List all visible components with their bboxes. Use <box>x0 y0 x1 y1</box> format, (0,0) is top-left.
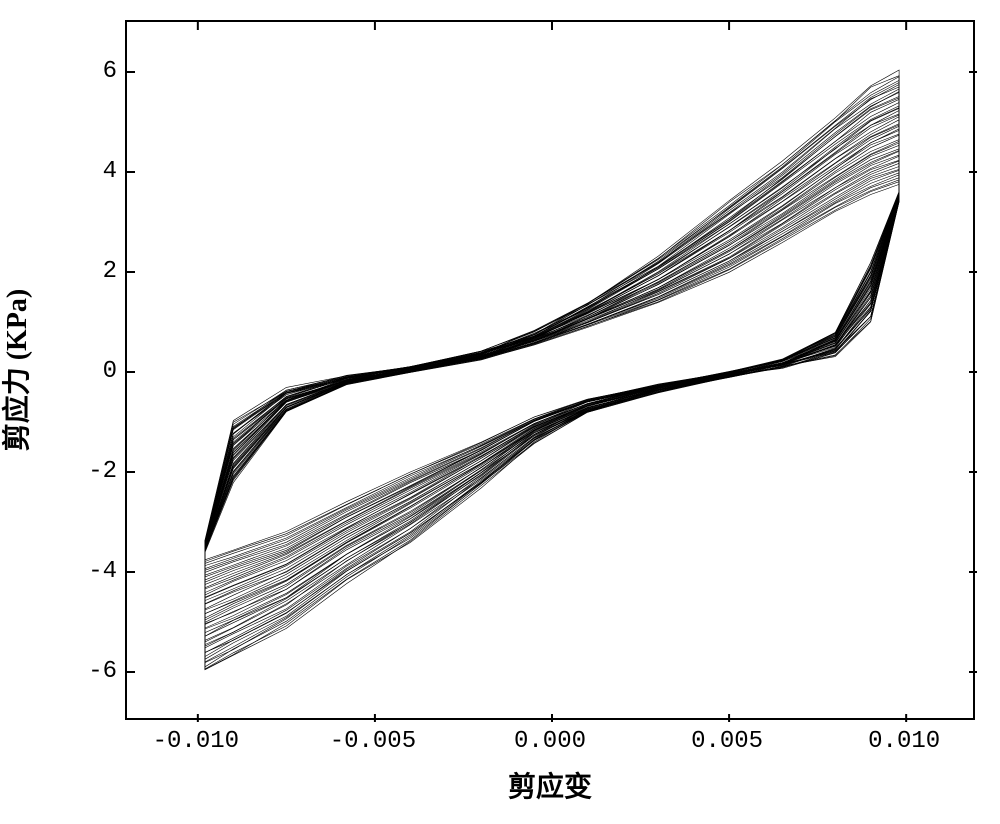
hysteresis-loop <box>205 111 899 633</box>
chart-container: 剪应力 (KPa) 剪应变 剪应变：1×10-2 -6-4-20246-0.01… <box>0 0 1000 824</box>
y-tick-label: 0 <box>103 358 117 385</box>
hysteresis-loop <box>205 114 899 629</box>
hysteresis-loop <box>205 163 899 580</box>
hysteresis-loop <box>205 184 899 559</box>
plot-area <box>125 20 975 720</box>
y-tick-label: -4 <box>88 558 117 585</box>
hysteresis-loop <box>205 97 899 648</box>
y-tick-label: 4 <box>103 158 117 185</box>
hysteresis-loop <box>205 103 899 643</box>
x-tick-label: 0.000 <box>514 728 586 755</box>
hysteresis-loop <box>205 173 899 571</box>
hysteresis-loop <box>205 70 899 670</box>
hysteresis-loop <box>205 182 899 562</box>
hysteresis-loop <box>205 92 899 652</box>
x-axis-label: 剪应变 <box>508 765 592 805</box>
hysteresis-loop <box>205 85 899 663</box>
hysteresis-loop <box>205 169 899 575</box>
hysteresis-loop <box>205 170 899 572</box>
y-tick-label: -6 <box>88 658 117 685</box>
hysteresis-loop <box>205 76 899 669</box>
x-tick-label: 0.005 <box>691 728 763 755</box>
y-tick-label: 2 <box>103 258 117 285</box>
hysteresis-loop <box>205 92 899 653</box>
x-tick-label: -0.005 <box>330 728 416 755</box>
hysteresis-loop <box>205 124 899 623</box>
hysteresis-loop <box>205 99 899 644</box>
hysteresis-loop <box>205 178 899 566</box>
plot-svg <box>127 22 977 722</box>
hysteresis-loop <box>205 175 899 569</box>
hysteresis-loop <box>205 156 899 588</box>
hysteresis-loop <box>205 180 899 564</box>
x-tick-label: -0.010 <box>153 728 239 755</box>
y-tick-label: -2 <box>88 458 117 485</box>
y-axis-label: 剪应力 (KPa) <box>0 289 35 452</box>
x-tick-label: 0.010 <box>868 728 940 755</box>
hysteresis-loop <box>205 108 899 637</box>
y-tick-label: 6 <box>103 58 117 85</box>
hysteresis-loop <box>205 106 899 641</box>
hysteresis-loop <box>205 83 899 663</box>
